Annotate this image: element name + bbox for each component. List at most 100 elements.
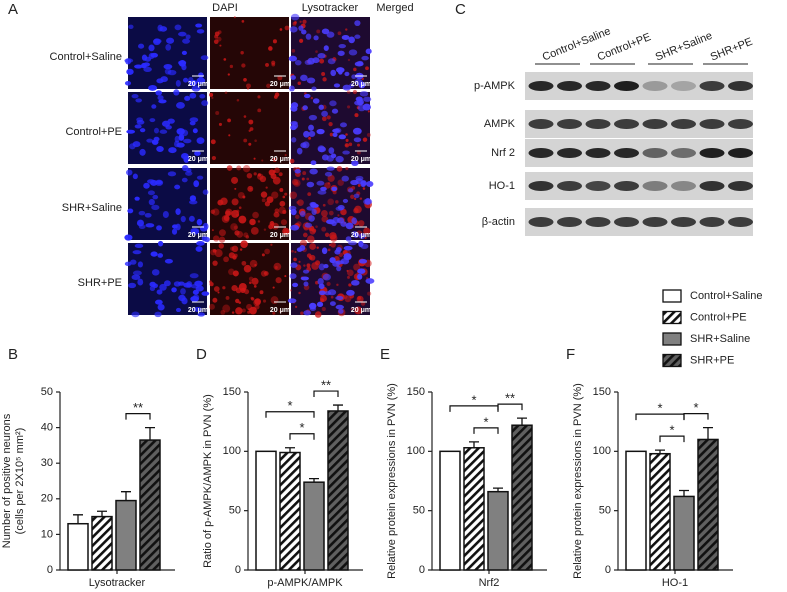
error-bar [97,510,107,517]
bar [511,424,533,571]
nucleus [135,98,143,103]
protein-label: HO-1 [489,180,515,192]
lysosome-signal [347,275,350,279]
lysosome-signal [238,215,247,224]
nucleus [189,199,198,205]
nucleus [365,278,375,284]
lysosome-signal [222,286,226,290]
lysosome-signal [354,197,357,201]
y-tick-label: 100 [407,445,425,457]
blot-band [699,81,725,91]
significance-label: * [299,420,304,435]
nucleus [130,259,137,265]
nucleus [354,34,361,39]
nucleus [321,28,330,35]
lysosome-signal [359,197,363,200]
nucleus [181,177,188,183]
legend-label: SHR+Saline [690,333,750,345]
blot-band [528,217,554,227]
blot-band [642,181,668,191]
nucleus [356,98,364,106]
nucleus [291,137,297,143]
lysosome-signal [270,296,279,305]
x-label: p-AMPK/AMPK [267,577,343,589]
nucleus [312,57,320,64]
lysosome-signal [248,129,251,132]
nucleus [200,55,209,61]
nucleus [320,186,327,192]
nucleus [318,104,324,110]
y-tick-label: 150 [593,386,611,398]
nucleus [311,208,317,216]
lysosome-signal [209,92,214,97]
nucleus [316,301,324,308]
nucleus [328,147,335,154]
nucleus [201,235,208,242]
lysosome-signal [243,115,247,118]
nucleus [333,83,341,88]
nucleus [196,175,204,180]
nucleus [196,77,206,85]
lysosome-signal [324,232,330,237]
lysosome-signal [292,21,297,26]
lysosome-signal [259,290,264,295]
blot-band [728,148,753,158]
lysosome-signal [303,264,306,267]
lysosome-signal [251,277,259,285]
lysosome-signal [306,253,312,258]
lysosome-signal [215,110,220,115]
nucleus [126,129,136,134]
bar [255,450,277,571]
nucleus [363,96,372,102]
nucleus [149,118,156,123]
lysosome-signal [272,286,275,289]
blot-band [699,181,725,191]
nucleus [141,54,148,61]
lysosome-signal [308,136,311,140]
nucleus [136,117,144,123]
nucleus [366,181,374,187]
lysosome-signal [284,275,287,278]
significance-bracket [497,403,523,411]
lysosome-signal [218,236,226,243]
blot-band [614,81,639,91]
nucleus [148,85,158,91]
nucleus [290,120,298,126]
bar [649,452,671,571]
nucleus [330,69,337,77]
nucleus [145,223,155,228]
y-tick-label: 150 [407,386,425,398]
nucleus [309,168,318,175]
lysosome-signal [217,291,220,294]
nucleus [153,136,160,142]
nucleus [131,311,140,318]
nucleus [124,234,133,241]
lysosome-signal [233,16,236,19]
lysosome-signal [353,263,361,271]
nucleus [351,279,360,286]
error-bar [469,441,479,448]
lysosome-signal [252,211,259,219]
lysosome-signal [250,296,254,300]
nucleus [132,250,142,255]
bar [303,481,325,571]
nucleus [171,287,177,293]
nucleus [332,217,340,224]
significance-bracket [473,427,499,434]
lysosome-signal [249,218,256,226]
lysosome-signal [266,196,274,204]
nucleus [317,52,326,59]
nucleus [326,155,334,162]
lysosome-signal [227,118,231,123]
blot-band [728,217,753,227]
lysosome-signal [248,142,252,146]
blot-band [614,181,639,191]
nucleus [296,147,303,155]
lysosome-signal [296,221,302,227]
nucleus [151,204,160,211]
nucleus [162,211,169,218]
nucleus [357,268,366,274]
scale-label: 20 μm [351,156,371,163]
lysosome-signal [279,310,282,313]
nucleus [156,225,162,231]
